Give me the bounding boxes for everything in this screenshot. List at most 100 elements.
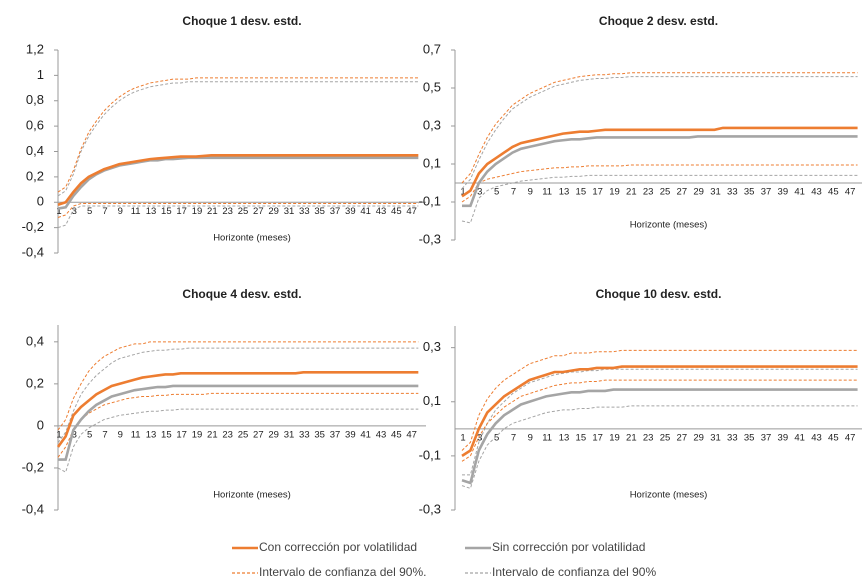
x-tick-label: 39: [345, 429, 356, 440]
x-tick-label: 47: [845, 432, 856, 443]
y-tick-label: 0,3: [423, 117, 441, 132]
series-line: [58, 384, 419, 461]
subplot: Choque 10 desv. estd.-0,3-0,10,10,31 3 5 7 9…: [419, 287, 862, 516]
x-tick-label: 3: [477, 187, 482, 198]
x-tick-label: 13: [146, 429, 157, 440]
x-tick-label: 47: [406, 206, 417, 217]
x-tick-label: 33: [727, 187, 738, 198]
x-axis-label: Horizonte (meses): [213, 233, 291, 244]
x-tick-label: 19: [192, 429, 203, 440]
y-tick-label: 0,2: [26, 168, 44, 183]
x-tick-label: 9: [118, 429, 123, 440]
x-tick-label: 7: [511, 187, 516, 198]
y-tick-label: 0,1: [423, 393, 441, 408]
y-tick-label: 0,3: [423, 339, 441, 354]
x-tick-label: 25: [238, 206, 249, 217]
x-tick-label: 47: [406, 429, 417, 440]
series-line: [461, 126, 858, 198]
x-axis-label: Horizonte (meses): [213, 490, 291, 501]
x-tick-label: 33: [727, 432, 738, 443]
x-tick-label: 41: [794, 432, 805, 443]
x-tick-label: 29: [268, 206, 279, 217]
x-tick-label: 47: [845, 187, 856, 198]
subplot: Choque 2 desv. estd. -0,3 -0,1 0,1 0,3 0,5 0,7…: [419, 14, 862, 246]
y-tick-label: -0,4: [22, 501, 44, 516]
x-tick-label: 43: [376, 206, 387, 217]
subplot: Choque 4 desv. estd.-0,4-0,200,20,41 3 5 7 9…: [22, 287, 426, 516]
x-tick-label: 25: [238, 429, 249, 440]
x-tick-label: 5: [494, 187, 499, 198]
interval-line: [462, 368, 858, 476]
x-tick-label: 9: [528, 187, 533, 198]
x-tick-label: 21: [626, 432, 637, 443]
x-tick-label: 33: [299, 206, 310, 217]
x-tick-label: 1: [460, 432, 465, 443]
x-tick-label: 13: [559, 187, 570, 198]
x-axis-label: Horizonte (meses): [630, 490, 708, 501]
x-tick-label: 11: [131, 206, 141, 217]
x-tick-label: 13: [146, 206, 157, 217]
interval-line: [461, 405, 858, 489]
x-tick-label: 35: [314, 429, 325, 440]
y-tick-label: -0,3: [419, 231, 441, 246]
interval-line: [461, 72, 858, 184]
interval-line: [57, 347, 419, 444]
y-tick-label: -0,1: [419, 193, 441, 208]
y-tick-label: 0,5: [423, 79, 441, 94]
x-tick-label: 45: [391, 206, 402, 217]
x-tick-label: 35: [744, 187, 755, 198]
x-tick-label: 23: [643, 432, 654, 443]
x-tick-label: 43: [811, 432, 822, 443]
x-tick-label: 9: [118, 206, 123, 217]
x-tick-label: 15: [161, 429, 172, 440]
y-tick-label: 0,1: [423, 155, 441, 170]
y-tick-label: 1: [37, 67, 44, 82]
x-tick-label: 7: [102, 206, 107, 217]
x-tick-label: 29: [693, 432, 704, 443]
x-tick-label: 3: [72, 429, 77, 440]
x-tick-label: 45: [828, 187, 839, 198]
x-tick-label: 27: [677, 187, 688, 198]
legend-label: Con corrección por volatilidad: [259, 540, 417, 554]
legend-label: Intervalo de confianza del 90%.: [259, 565, 426, 579]
x-tick-label: 5: [87, 206, 92, 217]
y-tick-label: 0: [37, 417, 44, 432]
x-tick-label: 15: [576, 187, 587, 198]
x-tick-label: 21: [207, 429, 218, 440]
x-tick-label: 45: [828, 432, 839, 443]
x-tick-label: 21: [626, 187, 637, 198]
x-tick-label: 43: [376, 429, 387, 440]
x-tick-label: 19: [192, 206, 203, 217]
x-tick-label: 31: [710, 187, 721, 198]
x-tick-label: 29: [268, 429, 279, 440]
x-tick-label: 31: [710, 432, 721, 443]
y-tick-label: 1,2: [26, 41, 44, 56]
x-tick-label: 29: [693, 187, 704, 198]
interval-line: [57, 205, 419, 229]
interval-line: [461, 164, 858, 203]
subplot: Choque 1 desv. estd. -0,4 -0,2 0 0,2 0,4 0,6 0,…: [22, 14, 426, 259]
y-tick-label: 0,6: [26, 118, 44, 133]
series-line: [461, 388, 858, 485]
y-tick-label: -0,3: [419, 501, 441, 516]
subplot-title: Choque 2 desv. estd.: [599, 14, 718, 28]
interval-line: [57, 203, 419, 218]
x-tick-label: 31: [284, 206, 295, 217]
x-tick-label: 41: [794, 187, 805, 198]
x-tick-label: 21: [207, 206, 218, 217]
y-tick-label: 0,4: [26, 143, 44, 158]
x-tick-label: 41: [360, 206, 371, 217]
x-tick-label: 1: [460, 187, 465, 198]
y-tick-label: 0: [37, 194, 44, 209]
interval-line: [461, 174, 858, 224]
interval-line: [57, 81, 419, 197]
x-tick-label: 17: [176, 429, 187, 440]
interval-line: [57, 77, 419, 193]
subplot-title: Choque 1 desv. estd.: [182, 14, 301, 28]
interval-line: [461, 349, 858, 451]
x-tick-label: 33: [299, 429, 310, 440]
x-tick-label: 31: [284, 429, 295, 440]
y-tick-label: -0,1: [419, 447, 441, 462]
legend-label: Sin corrección por volatilidad: [492, 540, 645, 554]
x-tick-label: 39: [778, 432, 789, 443]
